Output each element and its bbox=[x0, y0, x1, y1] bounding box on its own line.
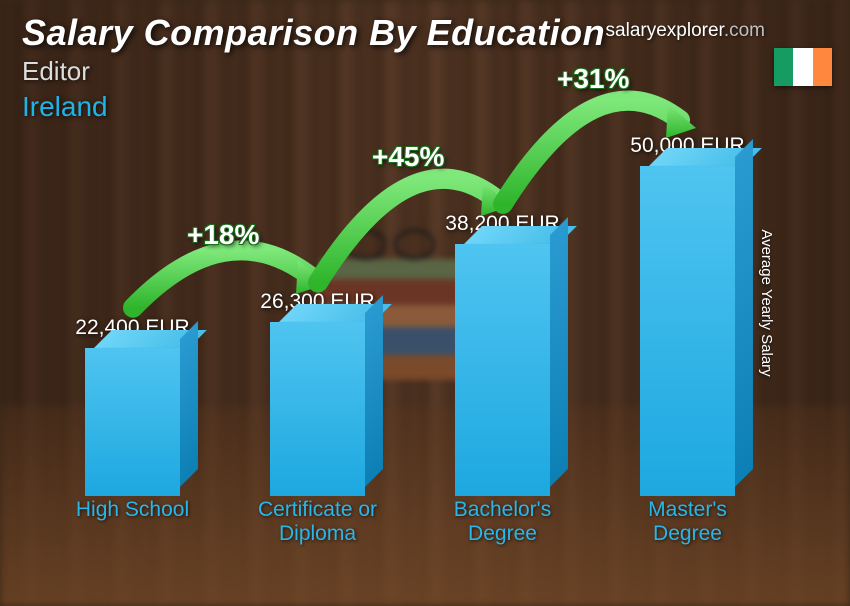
flag-stripe-3 bbox=[813, 48, 832, 86]
increment-group: +31% bbox=[40, 140, 780, 546]
flag-stripe-1 bbox=[774, 48, 793, 86]
salary-chart: 22,400 EUR 26,300 EUR 38,200 EUR 50,000 … bbox=[40, 140, 780, 546]
flag-stripe-2 bbox=[793, 48, 812, 86]
watermark: salaryexplorer.com bbox=[606, 20, 765, 42]
flag-ireland bbox=[774, 48, 832, 86]
increment-percent: +31% bbox=[557, 63, 629, 95]
watermark-suffix: .com bbox=[724, 20, 765, 41]
watermark-main: salaryexplorer bbox=[606, 20, 724, 41]
